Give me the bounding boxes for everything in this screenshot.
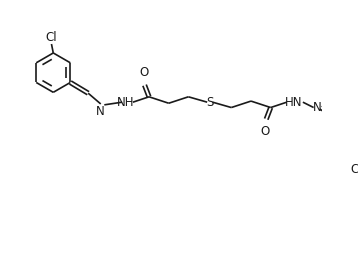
Text: S: S — [206, 96, 213, 109]
Text: HN: HN — [285, 96, 303, 109]
Text: NH: NH — [117, 96, 135, 109]
Text: Cl: Cl — [46, 31, 57, 44]
Text: Cl: Cl — [351, 163, 358, 176]
Text: N: N — [313, 101, 321, 114]
Text: N: N — [96, 105, 105, 118]
Text: O: O — [261, 125, 270, 139]
Text: O: O — [139, 66, 148, 79]
